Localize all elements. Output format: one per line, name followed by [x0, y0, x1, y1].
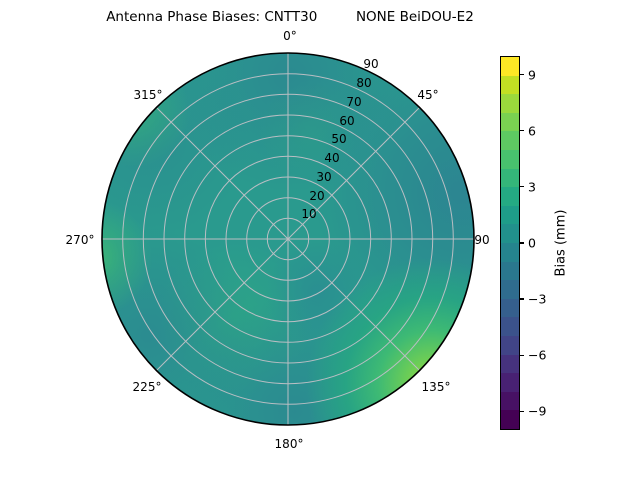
theta-label-270: 270°	[66, 233, 95, 247]
r-label-90: 90	[363, 57, 378, 71]
grid-spoke-45	[287, 107, 420, 240]
colorbar-segment	[501, 112, 519, 132]
colorbar-ticks: 9 6 3 0 −3 −6 −9	[500, 56, 546, 430]
colorbar-segment	[501, 75, 519, 95]
colorbar-segment	[501, 224, 519, 243]
polar-outline	[101, 52, 475, 426]
colorbar-tick-mark	[520, 242, 524, 244]
colorbar-segment	[501, 391, 519, 411]
plot-title: Antenna Phase Biases: CNTT30 NONE BeiDOU…	[106, 9, 474, 25]
theta-label-90: 90	[474, 233, 489, 247]
theta-label-225: 225°	[133, 380, 162, 394]
r-label-60: 60	[339, 114, 354, 128]
r-label-80: 80	[356, 76, 371, 90]
colorbar-tick-label: 6	[528, 123, 536, 139]
colorbar-segment	[501, 410, 519, 429]
r-label-50: 50	[331, 132, 346, 146]
colorbar: 9 6 3 0 −3 −6 −9 Bias (mm)	[500, 56, 569, 430]
colorbar-tick-label: 9	[528, 67, 536, 83]
theta-tick-labels: 0° 45° 90 135° 180° 225° 270° 315°	[66, 29, 490, 451]
colorbar-segment	[501, 354, 519, 374]
colorbar-segment	[501, 57, 519, 76]
colorbar-segment	[501, 373, 519, 392]
colorbar-segment	[501, 205, 519, 225]
r-label-20: 20	[309, 189, 324, 203]
colorbar-tick-mark	[520, 298, 524, 300]
r-tick-labels: 10 20 30 40 50 60 70 80 90	[301, 57, 378, 221]
colorbar-segment	[501, 335, 519, 355]
colorbar-label: Bias (mm)	[553, 209, 569, 277]
grid-spoke-135	[287, 238, 420, 371]
colorbar-tick-mark	[520, 74, 524, 76]
colorbar-segment	[501, 298, 519, 318]
theta-label-135: 135°	[422, 380, 451, 394]
theta-label-0: 0°	[283, 29, 297, 43]
colorbar-segment	[501, 242, 519, 262]
r-label-30: 30	[316, 170, 331, 184]
colorbar-tick-mark	[520, 354, 524, 356]
colorbar-gradient	[500, 56, 520, 430]
colorbar-tick-label: −9	[528, 403, 547, 419]
colorbar-tick-mark	[520, 130, 524, 132]
r-label-40: 40	[324, 151, 339, 165]
colorbar-segment	[501, 94, 519, 113]
colorbar-tick-mark	[520, 186, 524, 188]
theta-label-315: 315°	[134, 88, 163, 102]
polar-grid	[102, 53, 474, 425]
colorbar-segment	[501, 261, 519, 281]
colorbar-tick-mark	[520, 410, 524, 412]
colorbar-segment	[501, 131, 519, 150]
theta-label-180: 180°	[275, 437, 304, 451]
colorbar-tick-label: −6	[528, 347, 547, 363]
grid-spoke-225	[156, 238, 289, 371]
colorbar-tick-label: 3	[528, 179, 536, 195]
colorbar-segment	[501, 280, 519, 299]
colorbar-segment	[501, 149, 519, 169]
grid-spoke-315	[156, 107, 289, 240]
colorbar-segment	[501, 317, 519, 336]
colorbar-tick-label: 0	[528, 235, 536, 251]
colorbar-tick-label: −3	[528, 291, 547, 307]
r-label-70: 70	[346, 95, 361, 109]
r-label-10: 10	[301, 207, 316, 221]
colorbar-segment	[501, 168, 519, 188]
theta-label-45: 45°	[417, 88, 438, 102]
colorbar-segment	[501, 187, 519, 206]
